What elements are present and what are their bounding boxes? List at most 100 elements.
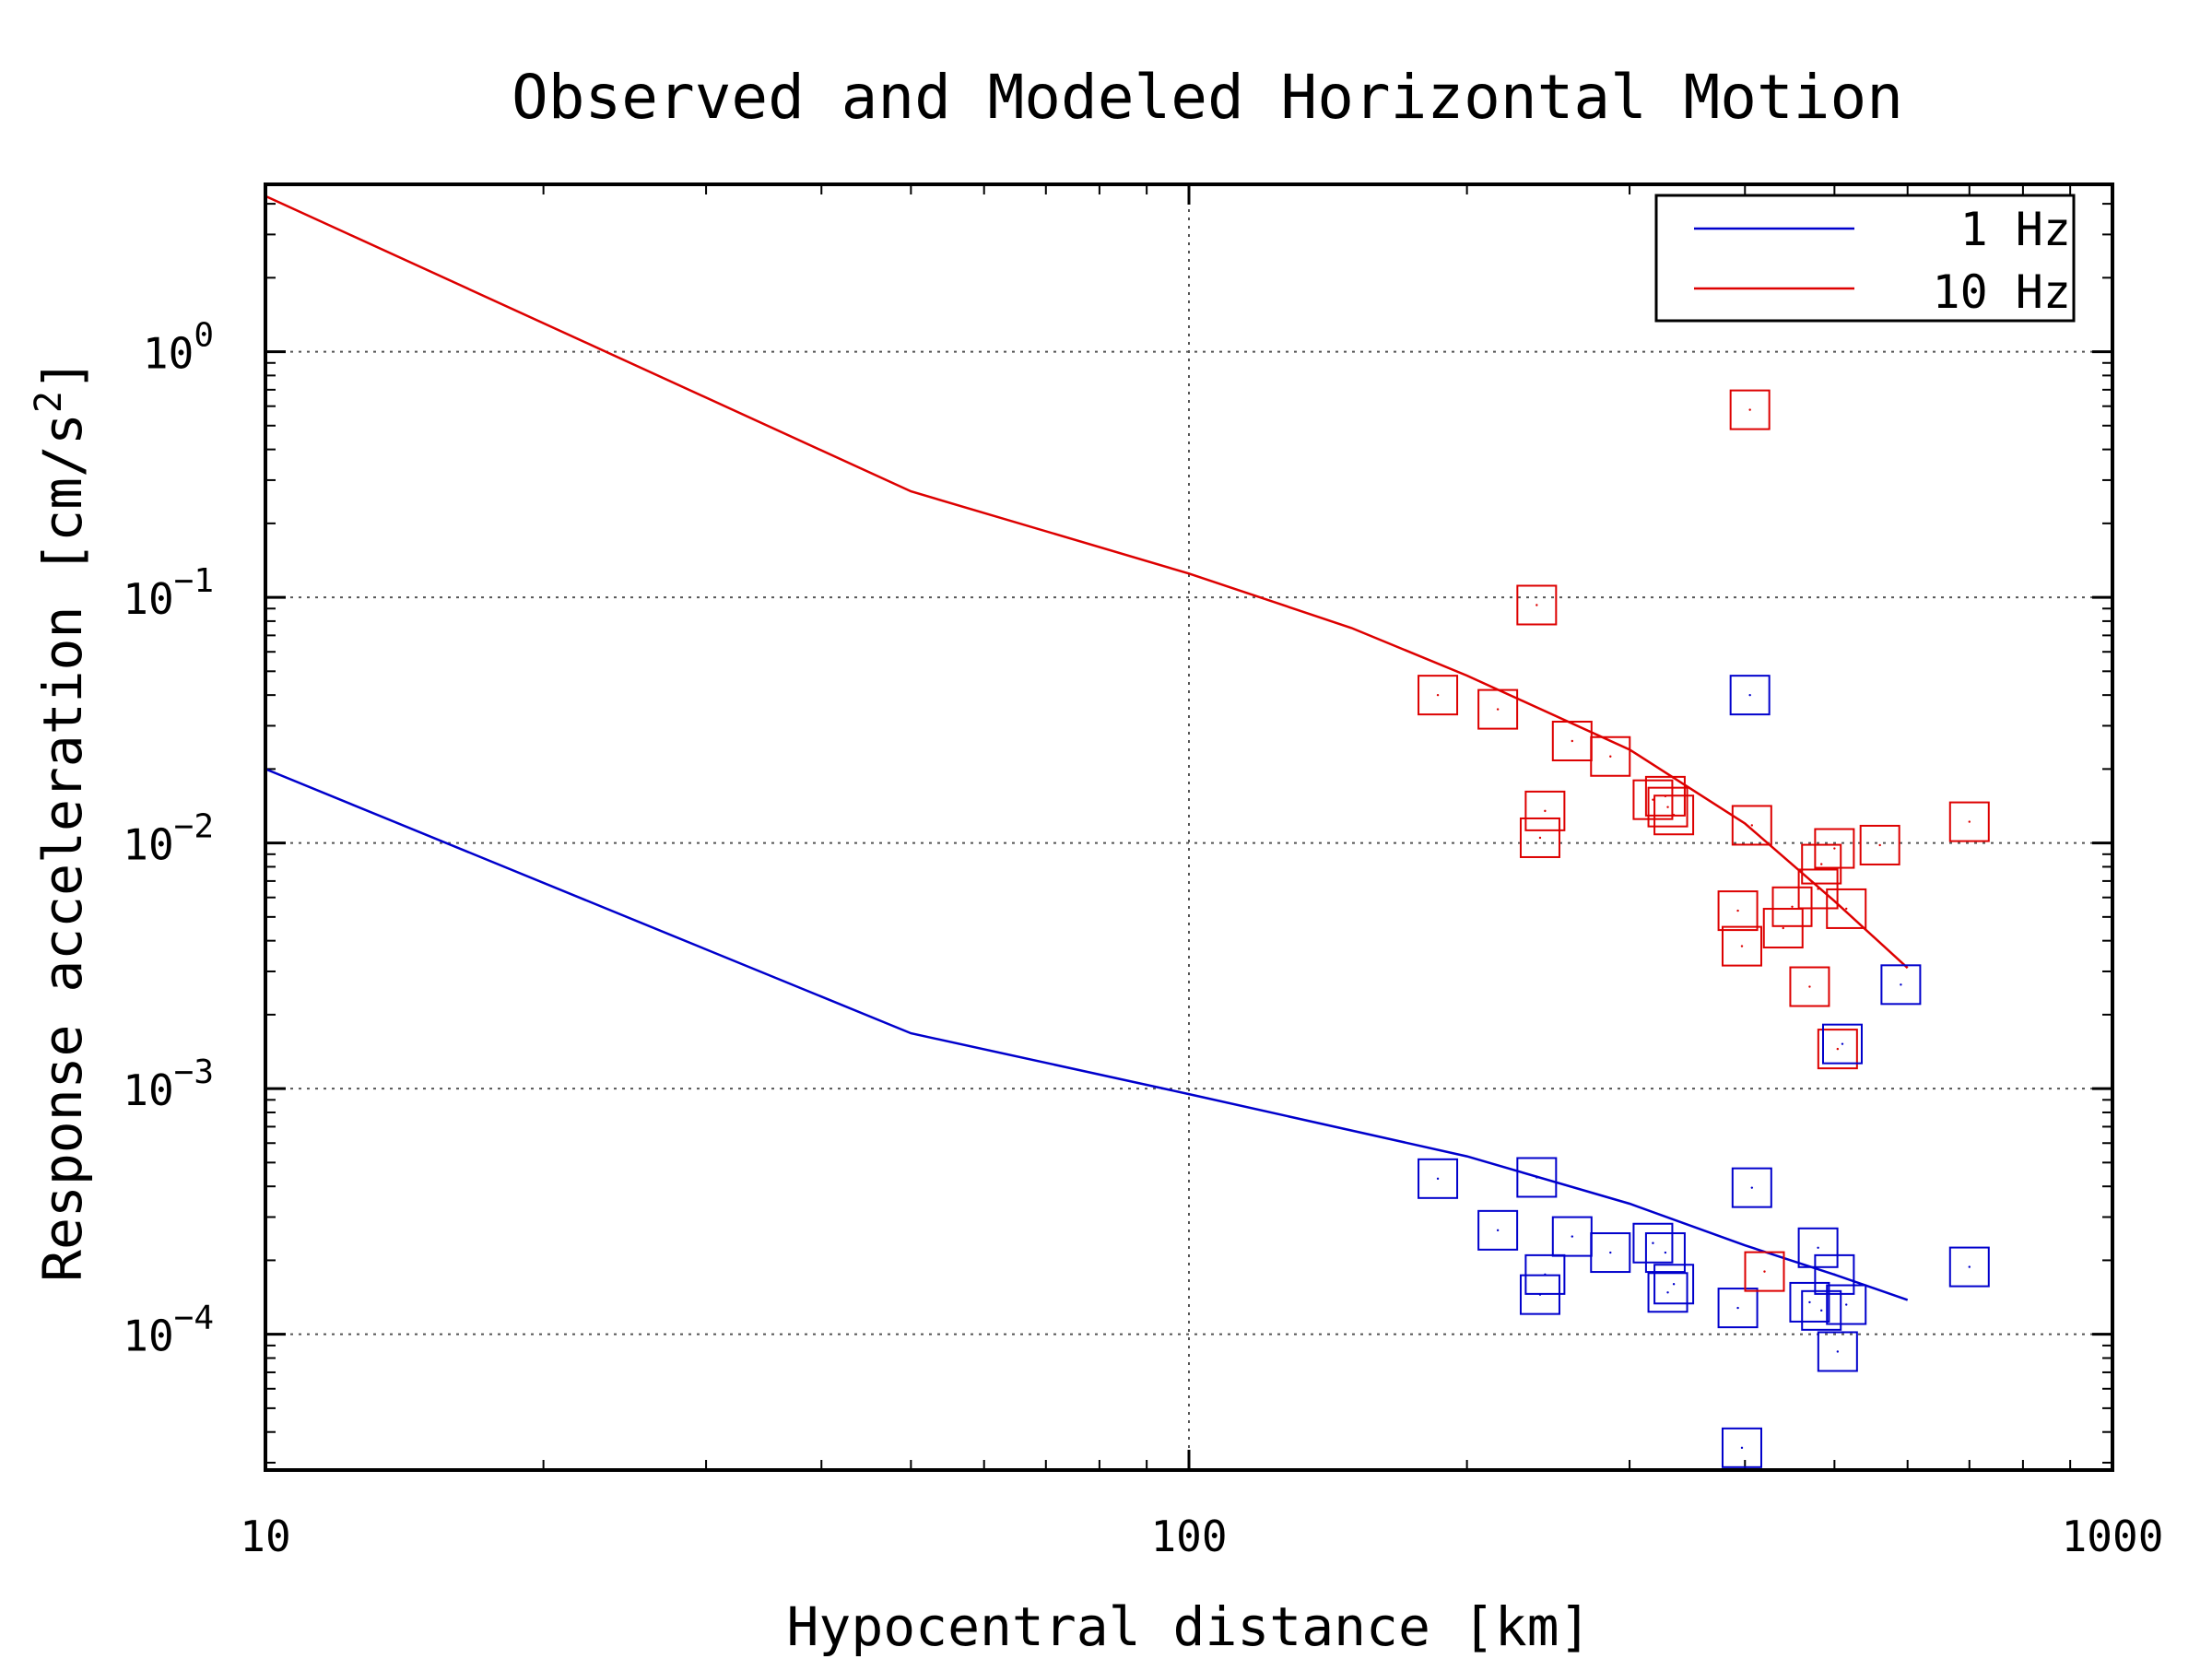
- observed-10hz-marker: [1789, 966, 1830, 1007]
- observed-1hz-marker: [1948, 1246, 1990, 1288]
- observed-1hz-marker-dot: [1845, 1303, 1848, 1306]
- observed-10hz-marker: [1721, 925, 1762, 967]
- observed-1hz-marker: [1524, 1253, 1566, 1295]
- y-tick-label-base: 10: [123, 574, 173, 624]
- observed-1hz-marker: [1826, 1284, 1867, 1325]
- observed-1hz-marker: [1814, 1253, 1855, 1295]
- observed-10hz-marker-dot: [1736, 909, 1739, 912]
- y-tick-label-base: 10: [123, 1065, 173, 1115]
- observed-10hz-marker: [1729, 389, 1771, 430]
- observed-1hz-marker: [1632, 1222, 1674, 1264]
- observed-10hz-marker: [1477, 688, 1519, 730]
- legend: 1 Hz 10 Hz: [1654, 194, 2076, 323]
- observed-1hz-marker: [1797, 1227, 1839, 1268]
- legend-label-10hz: 10 Hz: [1932, 265, 2071, 319]
- y-tick-label: 10−1: [123, 562, 214, 624]
- observed-1hz-marker: [1880, 964, 1922, 1006]
- observed-10hz-marker-dot: [1571, 739, 1574, 743]
- observed-10hz-marker: [1717, 890, 1759, 932]
- observed-10hz-marker-dot: [1820, 863, 1823, 865]
- observed-10hz-marker-dot: [1833, 847, 1836, 850]
- observed-10hz-marker-dot: [1750, 824, 1754, 827]
- observed-1hz-marker-dot: [1496, 1229, 1500, 1232]
- observed-1hz-marker: [1647, 1272, 1688, 1313]
- observed-1hz-marker-dot: [1841, 1042, 1844, 1045]
- observed-1hz-marker-dot: [1571, 1235, 1574, 1238]
- observed-1hz-marker-dot: [1750, 1186, 1754, 1189]
- observed-1hz-marker: [1653, 1264, 1695, 1305]
- observed-1hz-marker: [1477, 1209, 1519, 1251]
- observed-10hz-marker: [1524, 790, 1566, 831]
- observed-10hz-marker-dot: [1782, 926, 1784, 930]
- observed-10hz-marker: [1948, 801, 1990, 842]
- x-tick-label: 10: [240, 1512, 290, 1561]
- y-tick-label-base: 10: [123, 820, 173, 870]
- observed-10hz-marker: [1762, 908, 1804, 949]
- observed-1hz-marker: [1717, 1288, 1759, 1329]
- observed-10hz-marker-dot: [1609, 755, 1612, 758]
- observed-10hz-marker: [1590, 735, 1631, 777]
- legend-label-1hz: 1 Hz: [1960, 203, 2071, 256]
- observed-10hz-marker: [1731, 805, 1772, 846]
- observed-10hz-marker: [1771, 886, 1813, 927]
- observed-10hz-marker: [1859, 824, 1900, 865]
- observed-10hz-marker-dot: [1878, 843, 1881, 847]
- observed-10hz-marker: [1814, 828, 1855, 869]
- observed-1hz-marker-dot: [1664, 1251, 1667, 1254]
- observed-10hz-marker-dot: [1808, 985, 1811, 988]
- observed-1hz-marker: [1590, 1232, 1631, 1274]
- model-line-1hz: [265, 768, 1909, 1301]
- observed-10hz-marker: [1418, 675, 1459, 716]
- y-tick-label-base: 10: [143, 329, 194, 379]
- observed-10hz-marker-dot: [1845, 907, 1848, 911]
- x-tick-labels: 10 100 1000: [240, 1512, 2163, 1561]
- observed-1hz-marker-dot: [1836, 1350, 1840, 1353]
- observed-1hz-marker: [1789, 1281, 1830, 1323]
- observed-1hz-marker-dot: [1672, 1283, 1676, 1286]
- observed-10hz-marker-dot: [1817, 888, 1819, 890]
- y-tick-label-exponent: −4: [174, 1300, 214, 1337]
- observed-10hz-marker: [1826, 888, 1867, 929]
- observed-1hz-marker: [1801, 1289, 1842, 1331]
- observed-1hz-marker: [1644, 1232, 1686, 1274]
- observed-1hz-marker: [1721, 1427, 1762, 1468]
- observed-1hz-marker: [1418, 1158, 1459, 1199]
- observed-1hz-marker-dot: [1817, 1246, 1819, 1249]
- y-tick-label-base: 10: [123, 1312, 173, 1361]
- y-tick-label: 100: [143, 317, 214, 379]
- observed-10hz-marker-dot: [1791, 905, 1794, 909]
- observed-1hz-marker-dot: [1436, 1177, 1440, 1181]
- y-tick-label: 10−2: [123, 808, 214, 870]
- observed-1hz-marker: [1729, 675, 1771, 716]
- y-tick-label: 10−3: [123, 1053, 214, 1115]
- observed-10hz-marker-dot: [1740, 945, 1744, 947]
- observed-10hz-marker: [1647, 786, 1688, 828]
- x-tick-label: 100: [1150, 1512, 1227, 1561]
- observed-10hz-marker-dot: [1652, 798, 1654, 801]
- observed-1hz-marker-dot: [1535, 1176, 1538, 1179]
- observed-10hz-marker-dot: [1666, 806, 1669, 808]
- observed-10hz-marker: [1516, 584, 1558, 626]
- legend-box: [1654, 194, 2076, 323]
- observed-10hz-marker-dot: [1672, 814, 1676, 817]
- observed-1hz-marker: [1731, 1167, 1772, 1208]
- x-axis-label: Hypocentral distance [km]: [787, 1595, 1592, 1658]
- observed-1hz-marker-dot: [1666, 1291, 1669, 1294]
- observed-1hz-marker-dot: [1820, 1309, 1823, 1312]
- observed-1hz-marker-dot: [1740, 1446, 1744, 1450]
- y-tick-label-exponent: −2: [174, 808, 214, 846]
- y-tick-label-exponent: −1: [174, 562, 214, 600]
- x-tick-label: 1000: [2062, 1512, 2164, 1561]
- chart-title: Observed and Modeled Horizontal Motion: [512, 62, 1903, 133]
- y-axis-label-exponent: 2: [28, 391, 70, 413]
- y-axis-label-close: ]: [31, 359, 94, 391]
- observed-10hz-marker: [1519, 817, 1560, 858]
- observed-10hz-marker-dot: [1763, 1270, 1766, 1273]
- y-axis-label-main: Response acceleration [cm/s: [31, 413, 94, 1282]
- observed-10hz-marker-dot: [1496, 708, 1500, 711]
- observed-10hz-marker: [1817, 1029, 1858, 1070]
- observed-10hz-marker-dot: [1538, 836, 1542, 840]
- observed-10hz-marker-dot: [1968, 820, 1971, 823]
